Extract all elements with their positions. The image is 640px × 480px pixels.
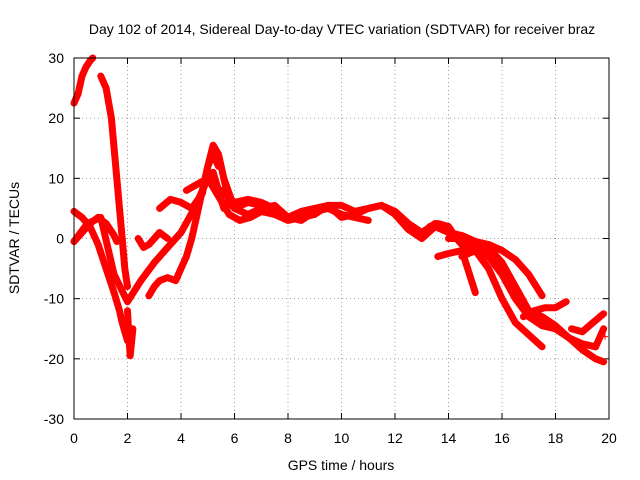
- series-arc-1: [70, 54, 97, 107]
- series-markers-arc-19: [520, 301, 564, 320]
- x-tick-label: 12: [387, 430, 403, 446]
- y-tick-label: -20: [44, 351, 64, 367]
- y-axis-label: SDTVAR / TECUs: [6, 182, 22, 294]
- y-tick-label: 10: [48, 170, 64, 186]
- series-markers-arc-7: [135, 229, 167, 251]
- series-markers-arc-2: [97, 73, 130, 284]
- x-tick-label: 10: [334, 430, 350, 446]
- y-tick-label: -30: [44, 411, 64, 427]
- outlier-point: [125, 352, 132, 359]
- x-tick-label: 6: [231, 430, 239, 446]
- x-tick-label: 4: [177, 430, 185, 446]
- series-markers-arc-18: [472, 238, 542, 294]
- series-markers-arc-17: [434, 247, 477, 290]
- y-tick-label: 20: [48, 110, 64, 126]
- series-markers-arc-12: [220, 175, 365, 224]
- y-tick-label: -10: [44, 291, 64, 307]
- series-arc-7: [134, 229, 172, 251]
- x-tick-label: 18: [548, 430, 564, 446]
- grid: [74, 58, 609, 419]
- x-tick-label: 0: [70, 430, 78, 446]
- x-tick-label: 20: [601, 430, 617, 446]
- x-axis-label: GPS time / hours: [288, 457, 395, 473]
- plot-frame: [73, 57, 610, 420]
- tick-labels: 0 2 4 6 8 10 12 14 16 18 20 -30 -20 -10 0 10 20 30: [44, 50, 617, 446]
- outlier-point: [601, 333, 608, 340]
- x-tick-label: 14: [441, 430, 457, 446]
- x-tick-label: 2: [124, 430, 132, 446]
- series-layer: [70, 54, 608, 366]
- x-tick-label: 16: [494, 430, 510, 446]
- series-markers-arc-20: [568, 315, 602, 335]
- x-tick-label: 8: [284, 430, 292, 446]
- chart-title: Day 102 of 2014, Sidereal Day-to-day VTE…: [89, 21, 595, 37]
- y-tick-label: 30: [48, 50, 64, 66]
- y-tick-label: 0: [56, 231, 64, 247]
